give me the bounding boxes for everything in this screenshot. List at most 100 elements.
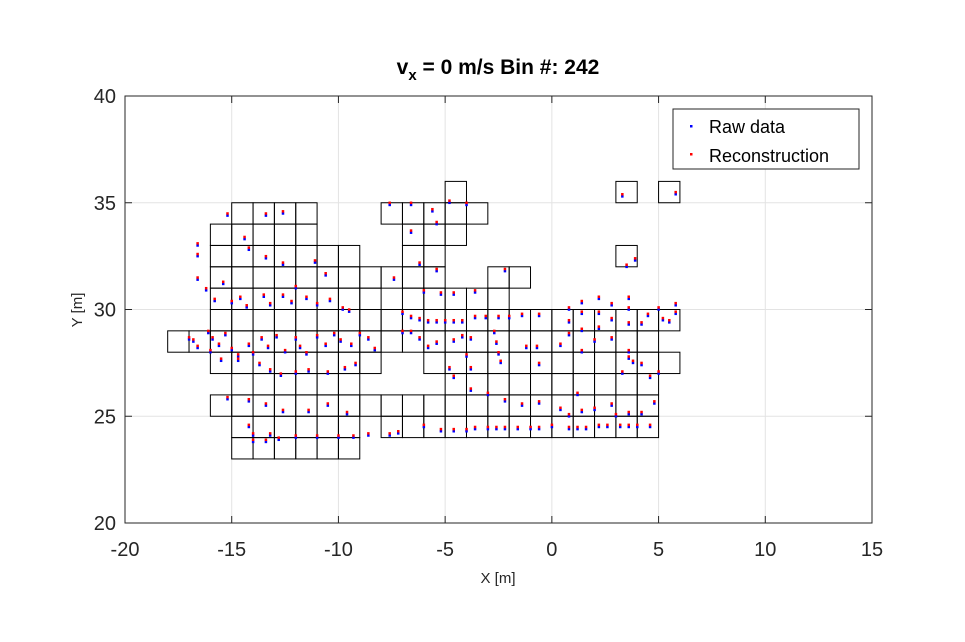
point-raw-data [367, 434, 370, 437]
point-reconstruction [473, 425, 477, 429]
point-raw-data [226, 397, 229, 401]
point-reconstruction [347, 308, 351, 311]
point-raw-data [621, 372, 624, 375]
point-raw-data [618, 425, 622, 429]
point-reconstruction [627, 306, 630, 309]
point-raw-data [520, 314, 524, 318]
point-reconstruction [230, 299, 234, 303]
point-reconstruction [580, 299, 584, 303]
point-raw-data [298, 346, 302, 350]
point-reconstruction [341, 306, 344, 309]
point-raw-data [461, 336, 464, 339]
point-raw-data [226, 214, 229, 217]
point-reconstruction [610, 301, 613, 305]
point-raw-data [345, 412, 349, 416]
point-reconstruction [452, 374, 455, 377]
point-raw-data [219, 359, 223, 363]
point-reconstruction [473, 314, 477, 318]
point-raw-data [245, 306, 248, 309]
point-reconstruction [315, 333, 319, 337]
x-axis-label: X [m] [480, 570, 515, 587]
point-reconstruction [537, 425, 541, 429]
point-reconstruction [657, 370, 660, 373]
point-reconstruction [567, 318, 571, 322]
point-raw-data [448, 368, 451, 371]
point-raw-data [426, 321, 430, 324]
point-reconstruction [640, 361, 643, 365]
point-reconstruction [559, 406, 562, 410]
point-raw-data [396, 432, 400, 435]
point-raw-data [461, 321, 464, 324]
point-reconstruction [264, 438, 268, 442]
point-raw-data [593, 340, 596, 343]
point-reconstruction [251, 432, 255, 435]
point-raw-data [294, 286, 298, 290]
point-reconstruction [268, 432, 272, 435]
point-reconstruction [627, 423, 630, 427]
point-raw-data [324, 344, 327, 348]
point-raw-data [580, 410, 584, 414]
point-reconstruction [236, 353, 240, 356]
point-raw-data [315, 336, 319, 339]
point-reconstruction [294, 284, 298, 288]
point-reconstruction [426, 344, 430, 348]
point-raw-data [636, 425, 639, 429]
point-reconstruction [251, 438, 255, 442]
point-raw-data [465, 203, 468, 207]
point-reconstruction [294, 370, 298, 373]
point-raw-data [559, 344, 562, 348]
point-raw-data [251, 440, 255, 444]
point-reconstruction [484, 314, 487, 318]
point-reconstruction [461, 318, 464, 322]
point-raw-data [358, 333, 362, 337]
point-raw-data [580, 351, 584, 354]
x-tick-label: -15 [217, 539, 246, 561]
point-raw-data [431, 210, 434, 213]
point-reconstruction [307, 368, 310, 371]
point-raw-data [209, 351, 212, 354]
point-reconstruction [247, 342, 251, 345]
point-raw-data [187, 338, 191, 341]
point-reconstruction [633, 257, 637, 260]
point-reconstruction [597, 295, 601, 298]
point-reconstruction [409, 229, 413, 232]
point-raw-data [305, 353, 308, 356]
point-raw-data [576, 393, 579, 397]
point-raw-data [495, 427, 498, 431]
point-reconstruction [627, 410, 630, 414]
point-raw-data [230, 301, 234, 305]
point-raw-data [260, 338, 263, 341]
point-raw-data [221, 282, 225, 286]
point-raw-data [614, 415, 618, 418]
point-reconstruction [636, 423, 639, 427]
point-reconstruction [621, 193, 624, 196]
point-raw-data [435, 222, 438, 226]
point-reconstruction [584, 425, 588, 429]
point-raw-data [422, 425, 426, 429]
point-raw-data [452, 321, 455, 324]
point-raw-data [452, 293, 455, 296]
point-reconstruction [503, 397, 507, 401]
point-raw-data [388, 434, 391, 437]
point-raw-data [328, 299, 332, 303]
point-reconstruction [367, 336, 370, 339]
point-reconstruction [567, 412, 571, 416]
point-reconstruction [537, 312, 541, 316]
y-tick-label: 20 [94, 513, 116, 535]
point-reconstruction [435, 220, 438, 224]
tile-cell [359, 351, 382, 375]
point-reconstruction [627, 321, 630, 324]
point-raw-data [610, 304, 613, 307]
point-reconstruction [597, 325, 601, 328]
point-reconstruction [435, 318, 438, 322]
point-raw-data [326, 404, 330, 407]
tile-cell [444, 180, 467, 204]
point-reconstruction [443, 318, 447, 322]
point-reconstruction [520, 402, 524, 405]
point-raw-data [315, 436, 319, 439]
point-reconstruction [339, 338, 342, 341]
point-raw-data [610, 338, 613, 341]
point-raw-data [580, 329, 584, 333]
point-reconstruction [452, 427, 455, 431]
legend: Raw data Reconstruction [672, 108, 860, 170]
